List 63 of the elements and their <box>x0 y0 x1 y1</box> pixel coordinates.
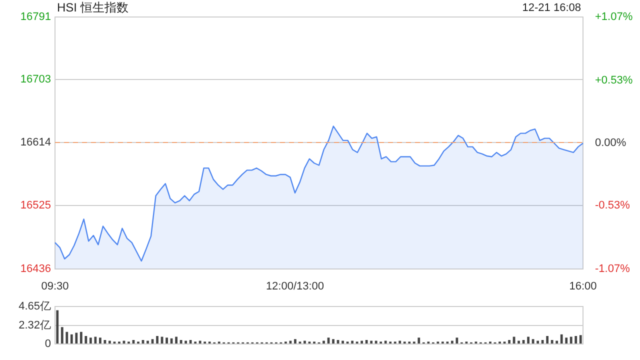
y-tick-label: 16614 <box>20 136 51 149</box>
bar <box>550 340 554 344</box>
bar <box>418 338 420 344</box>
bar <box>342 340 344 344</box>
bar <box>322 340 325 344</box>
bar <box>60 327 64 344</box>
bar <box>189 340 192 344</box>
bar <box>84 336 88 344</box>
bar <box>89 338 92 344</box>
bar <box>70 334 73 344</box>
bar <box>108 340 111 344</box>
y-tick-label: 16703 <box>20 73 51 86</box>
x-tick-label: 16:00 <box>569 280 597 292</box>
bar <box>75 332 78 344</box>
bar <box>99 338 102 344</box>
bar <box>146 340 149 344</box>
y-tick-label: 0 <box>44 338 51 350</box>
x-tick-label: 09:30 <box>41 280 69 292</box>
bar <box>166 338 168 344</box>
bar <box>370 340 373 344</box>
y2-tick-label: +0.53% <box>595 74 633 87</box>
y2-tick-label: 0.00% <box>595 136 626 149</box>
bar <box>508 340 510 344</box>
bar <box>579 335 582 344</box>
chart-title: HSI 恒生指数 <box>57 0 128 14</box>
bar <box>198 340 202 344</box>
bar <box>351 340 354 344</box>
bar <box>451 340 454 344</box>
bar <box>536 340 539 344</box>
bar <box>570 336 572 344</box>
y2-tick-label: +1.07% <box>595 11 633 24</box>
bar <box>360 340 363 344</box>
bar <box>80 332 82 344</box>
y-tick-label: 16436 <box>20 262 51 275</box>
y2-tick-label: -1.07% <box>595 262 630 275</box>
y-tick-label: 2.32亿 <box>18 319 51 332</box>
bar <box>156 336 158 344</box>
bar <box>518 340 520 344</box>
bar <box>556 340 558 344</box>
y-tick-label: 16525 <box>20 200 51 212</box>
bar <box>384 340 387 344</box>
bar <box>175 336 178 344</box>
bar <box>56 310 59 344</box>
bar <box>546 336 549 344</box>
bar <box>184 340 187 344</box>
bar <box>66 332 68 344</box>
y2-tick-label: -0.53% <box>595 199 630 212</box>
bar <box>332 339 334 344</box>
y-tick-label: 16791 <box>20 11 51 24</box>
y-tick-label: 4.65亿 <box>18 300 51 313</box>
bar <box>294 339 296 344</box>
bar <box>541 340 544 344</box>
bar <box>398 340 402 344</box>
bar <box>574 336 578 344</box>
bar <box>304 340 306 344</box>
text: 12-21 16:08 <box>522 2 581 14</box>
bar <box>565 338 568 344</box>
bar <box>365 340 368 344</box>
bar <box>560 334 563 344</box>
bar <box>94 336 97 344</box>
bar <box>527 336 530 344</box>
x-tick-label: 12:00/13:00 <box>266 280 324 292</box>
bar <box>374 340 378 344</box>
